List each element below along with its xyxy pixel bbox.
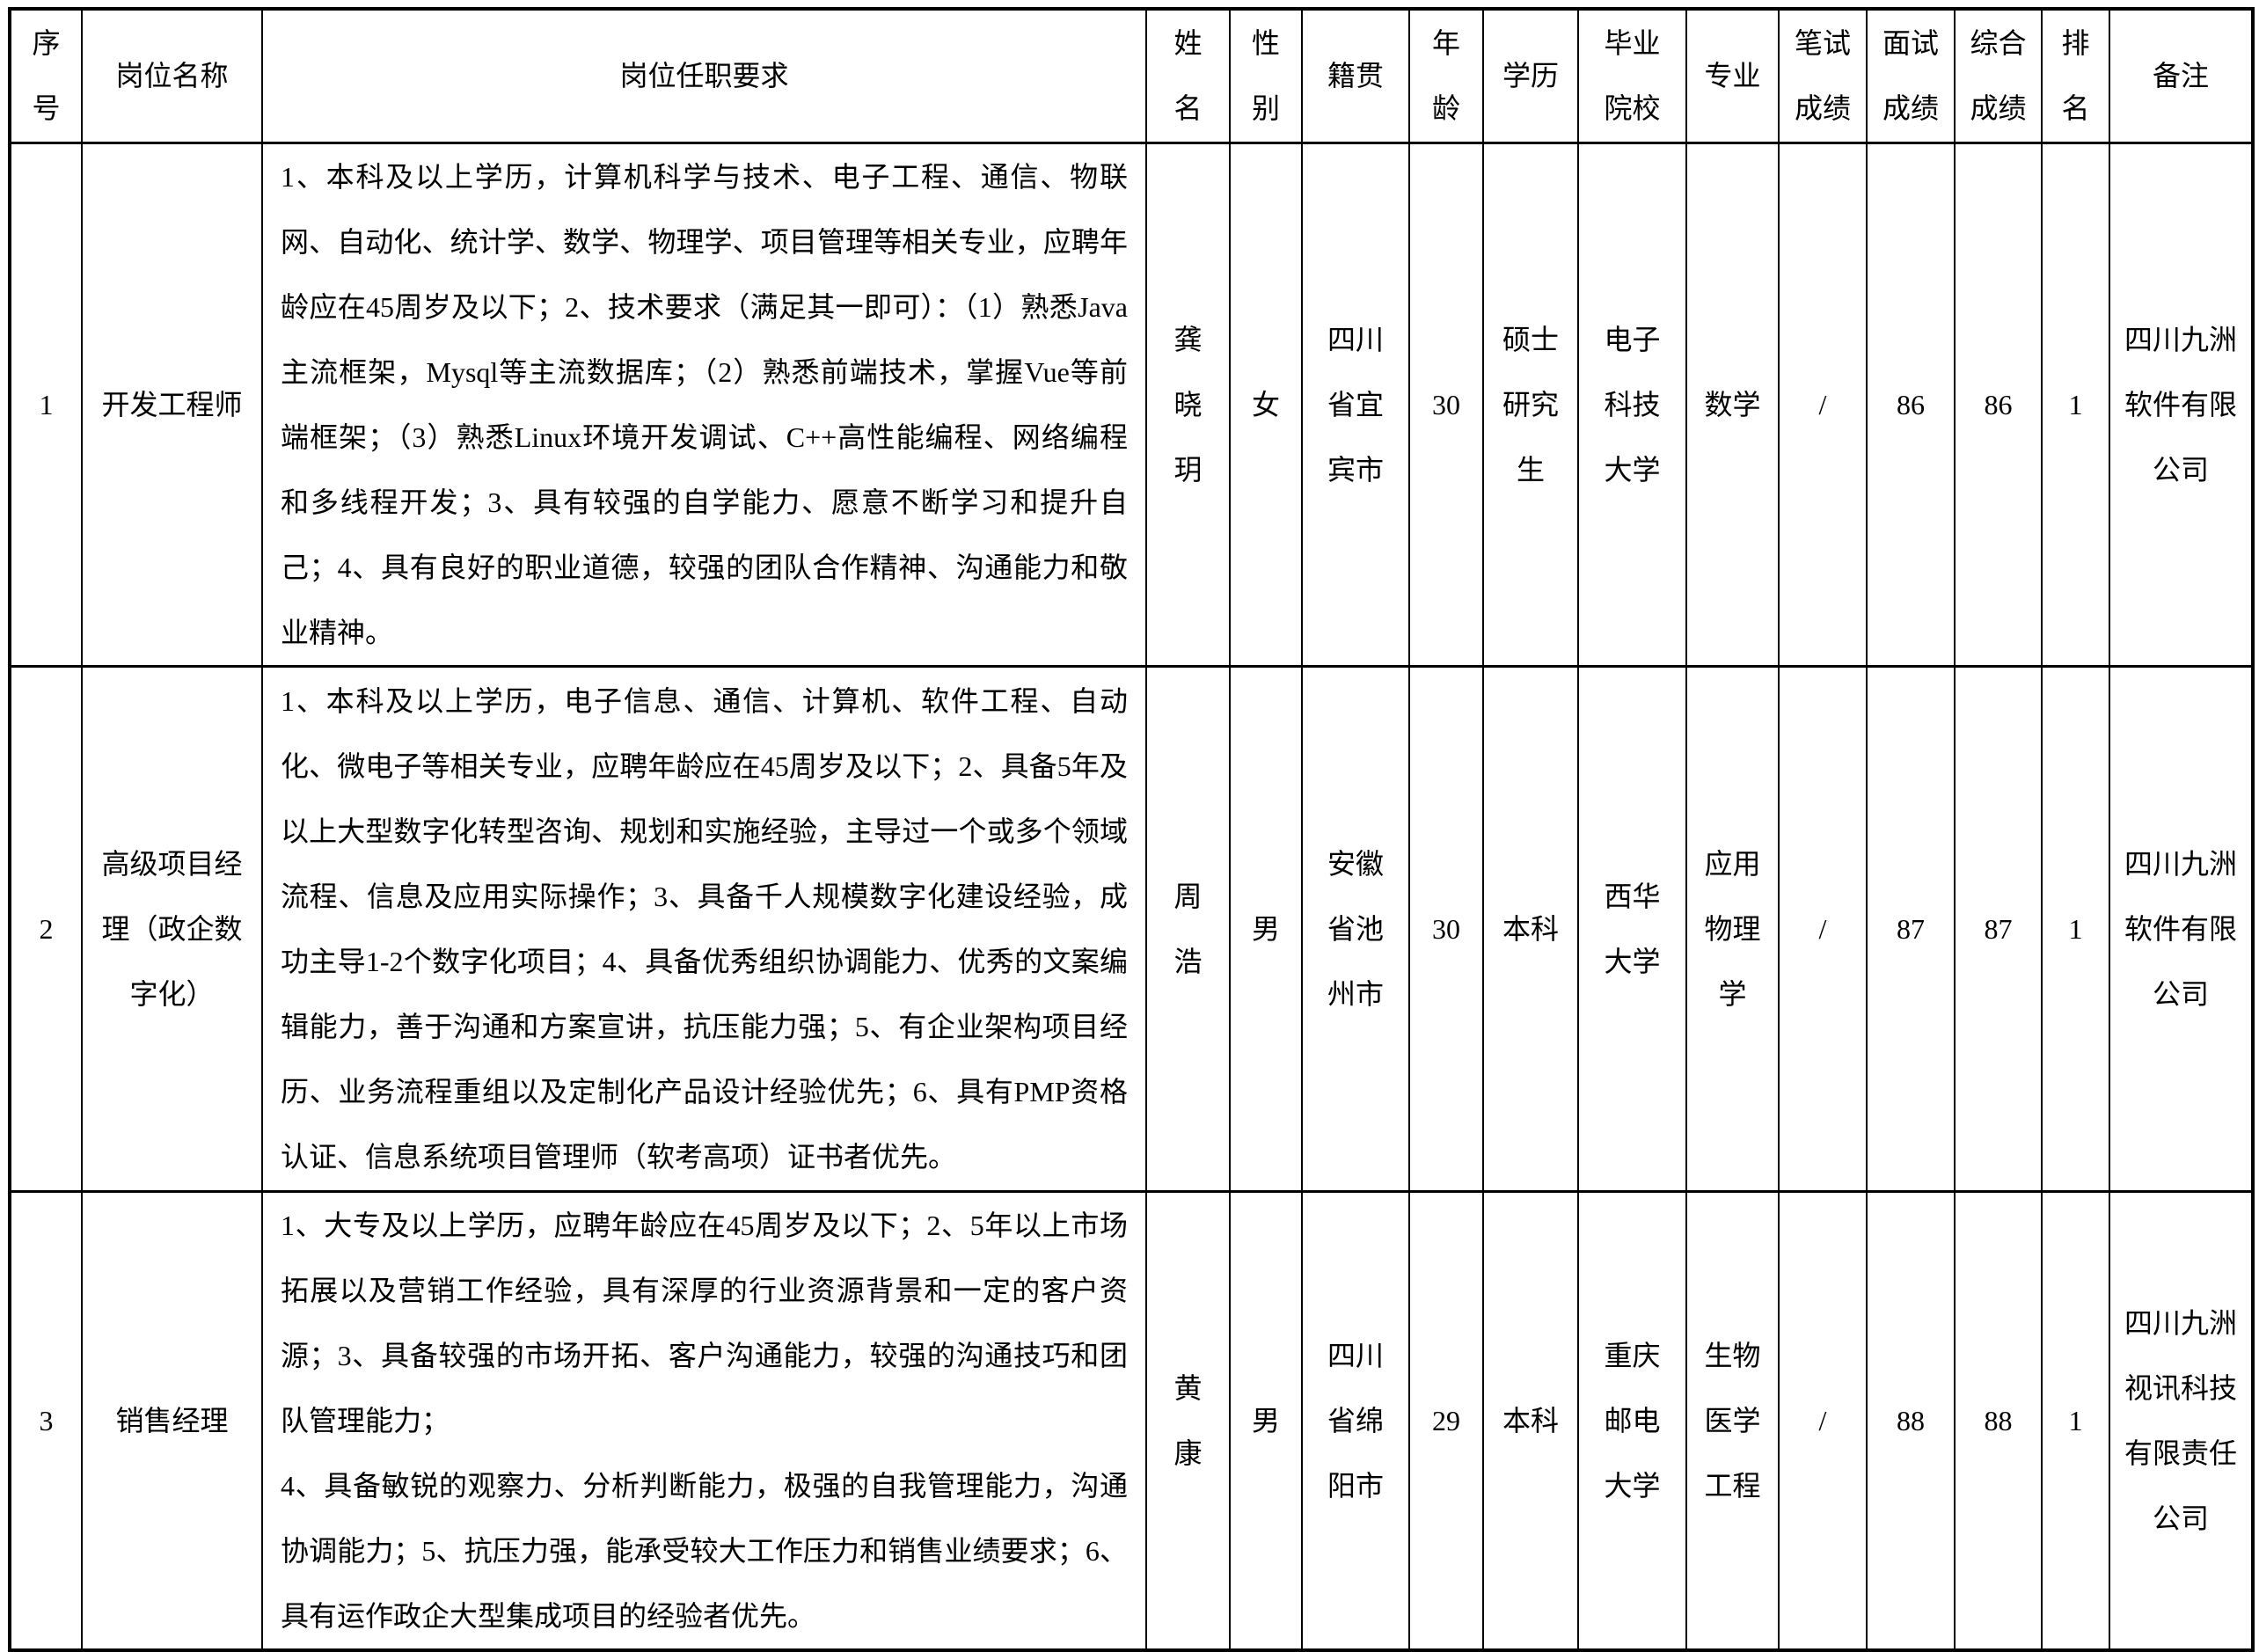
cell-requirements: 1、本科及以上学历，电子信息、通信、计算机、软件工程、自动化、微电子等相关专业，… [261,664,1147,1193]
header-cell-age: 年龄 [1408,7,1484,144]
cell-index: 2 [9,664,83,1193]
cell-hometown: 四川省绵阳市 [1301,1189,1410,1651]
header-cell-index: 序号 [9,7,83,144]
cell-major: 应用物理学 [1685,664,1780,1193]
header-cell-interview-score: 面试成绩 [1866,7,1956,144]
table-row: 1 开发工程师 1、本科及以上学历，计算机科学与技术、电子工程、通信、物联网、自… [9,141,2254,668]
cell-rank: 1 [2041,664,2110,1193]
cell-school: 西华大学 [1577,664,1687,1193]
cell-index: 3 [9,1189,83,1651]
cell-name: 黄康 [1145,1189,1231,1651]
cell-position: 开发工程师 [81,141,263,668]
header-cell-remark: 备注 [2109,7,2254,144]
cell-overall-score: 88 [1954,1189,2043,1651]
header-cell-position: 岗位名称 [81,7,263,144]
cell-position: 高级项目经理（政企数字化） [81,664,263,1193]
header-cell-rank: 排名 [2041,7,2110,144]
header-cell-hometown: 籍贯 [1301,7,1410,144]
requirement-paragraph: 1、本科及以上学历，计算机科学与技术、电子工程、通信、物联网、自动化、统计学、数… [281,160,1128,648]
table-body: 1 开发工程师 1、本科及以上学历，计算机科学与技术、电子工程、通信、物联网、自… [9,141,2254,1651]
cell-school: 电子科技大学 [1577,141,1687,668]
cell-major: 数学 [1685,141,1780,668]
table-header-row: 序号 岗位名称 岗位任职要求 姓名 性别 籍贯 年龄 学历 毕业院校 专业 笔试… [9,7,2254,144]
cell-age: 29 [1408,1189,1484,1651]
cell-index: 1 [9,141,83,668]
cell-requirements: 1、大专及以上学历，应聘年龄应在45周岁及以下；2、5年以上市场拓展以及营销工作… [261,1189,1147,1651]
cell-gender: 男 [1229,1189,1303,1651]
header-cell-overall-score: 综合成绩 [1954,7,2043,144]
cell-rank: 1 [2041,141,2110,668]
cell-gender: 女 [1229,141,1303,668]
requirement-paragraph: 1、本科及以上学历，电子信息、通信、计算机、软件工程、自动化、微电子等相关专业，… [281,684,1128,1173]
cell-major: 生物医学工程 [1685,1189,1780,1651]
requirement-paragraph: 1、大专及以上学历，应聘年龄应在45周岁及以下；2、5年以上市场拓展以及营销工作… [281,1209,1128,1436]
cell-remark: 四川九洲视讯科技有限责任公司 [2109,1189,2254,1651]
cell-interview-score: 86 [1866,141,1956,668]
cell-education: 本科 [1482,664,1579,1193]
cell-remark: 四川九洲软件有限公司 [2109,664,2254,1193]
cell-name: 周浩 [1145,664,1231,1193]
table-row: 2 高级项目经理（政企数字化） 1、本科及以上学历，电子信息、通信、计算机、软件… [9,664,2254,1193]
cell-requirements: 1、本科及以上学历，计算机科学与技术、电子工程、通信、物联网、自动化、统计学、数… [261,141,1147,668]
cell-hometown: 安徽省池州市 [1301,664,1410,1193]
cell-remark: 四川九洲软件有限公司 [2109,141,2254,668]
cell-overall-score: 86 [1954,141,2043,668]
cell-overall-score: 87 [1954,664,2043,1193]
cell-hometown: 四川省宜宾市 [1301,141,1410,668]
header-cell-education: 学历 [1482,7,1579,144]
recruitment-result-table: 序号 岗位名称 岗位任职要求 姓名 性别 籍贯 年龄 学历 毕业院校 专业 笔试… [8,7,2255,1652]
cell-name: 龚晓玥 [1145,141,1231,668]
cell-written-score: / [1778,1189,1868,1651]
header-cell-written-score: 笔试成绩 [1778,7,1868,144]
cell-written-score: / [1778,664,1868,1193]
cell-education: 本科 [1482,1189,1579,1651]
cell-interview-score: 88 [1866,1189,1956,1651]
header-cell-requirements: 岗位任职要求 [261,7,1147,144]
cell-rank: 1 [2041,1189,2110,1651]
header-cell-major: 专业 [1685,7,1780,144]
cell-written-score: / [1778,141,1868,668]
cell-education: 硕士研究生 [1482,141,1579,668]
header-cell-gender: 性别 [1229,7,1303,144]
cell-school: 重庆邮电大学 [1577,1189,1687,1651]
requirement-paragraph: 4、具备敏锐的观察力、分析判断能力，极强的自我管理能力，沟通协调能力；5、抗压力… [281,1469,1128,1632]
cell-age: 30 [1408,664,1484,1193]
cell-gender: 男 [1229,664,1303,1193]
cell-position: 销售经理 [81,1189,263,1651]
cell-interview-score: 87 [1866,664,1956,1193]
header-cell-name: 姓名 [1145,7,1231,144]
header-cell-school: 毕业院校 [1577,7,1687,144]
table-row: 3 销售经理 1、大专及以上学历，应聘年龄应在45周岁及以下；2、5年以上市场拓… [9,1189,2254,1651]
cell-age: 30 [1408,141,1484,668]
